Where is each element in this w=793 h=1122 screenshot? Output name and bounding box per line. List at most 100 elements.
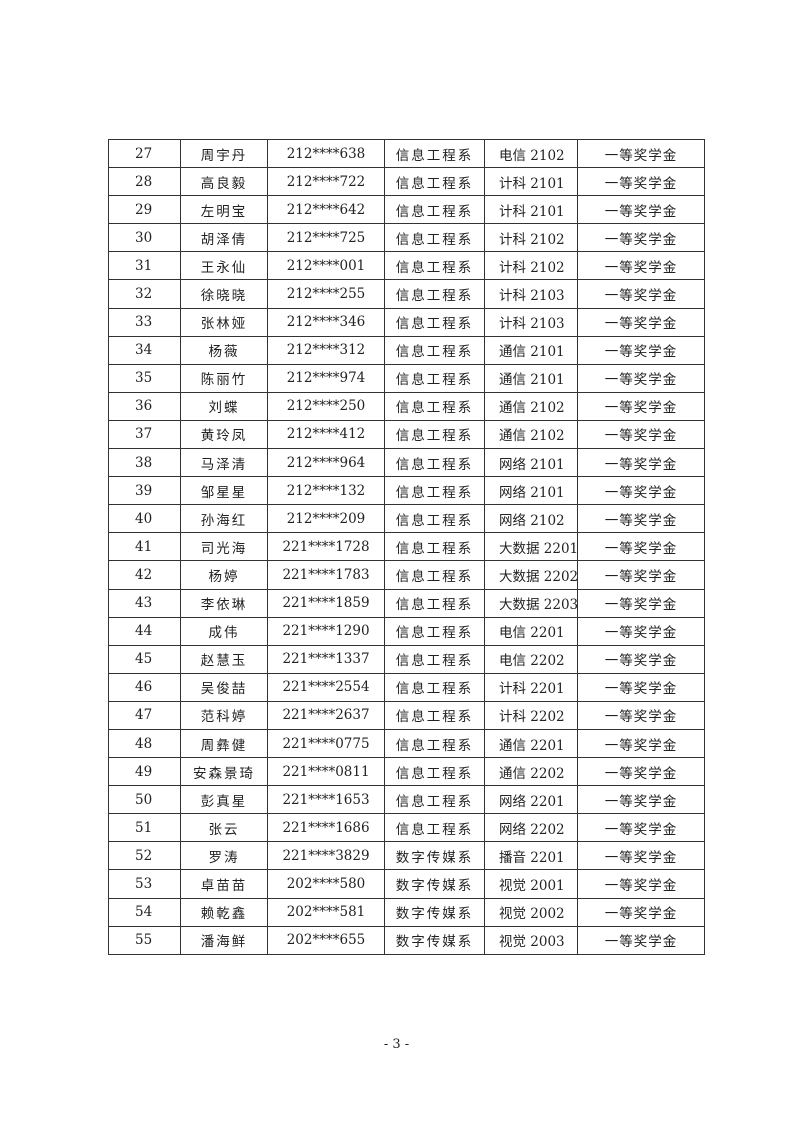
award-level: 一等奖学金 bbox=[577, 223, 705, 253]
class-name: 网络 2102 bbox=[484, 504, 578, 534]
row-number: 54 bbox=[108, 897, 181, 927]
department: 信息工程系 bbox=[384, 223, 485, 253]
row-number: 47 bbox=[108, 700, 181, 730]
table-row: 33 张林娅 212****346 信息工程系 计科 2103 一等奖学金 bbox=[108, 307, 705, 337]
award-level: 一等奖学金 bbox=[577, 504, 705, 534]
student-id: 221****1686 bbox=[267, 813, 385, 843]
student-id: 212****412 bbox=[267, 419, 385, 450]
class-name: 网络 2201 bbox=[484, 785, 578, 815]
row-number: 42 bbox=[108, 560, 181, 590]
student-id: 202****655 bbox=[267, 925, 385, 955]
student-name: 潘海鲜 bbox=[180, 925, 268, 955]
award-level: 一等奖学金 bbox=[577, 897, 705, 927]
table-row: 34 杨薇 212****312 信息工程系 通信 2101 一等奖学金 bbox=[108, 335, 705, 365]
department: 数字传媒系 bbox=[384, 869, 485, 899]
student-name: 彭真星 bbox=[180, 785, 268, 815]
row-number: 29 bbox=[108, 195, 181, 225]
award-level: 一等奖学金 bbox=[577, 785, 705, 815]
student-name: 王永仙 bbox=[180, 251, 268, 281]
table-row: 42 杨婷 221****1783 信息工程系 大数据 2202 一等奖学金 bbox=[108, 560, 705, 590]
row-number: 49 bbox=[108, 757, 181, 787]
department: 数字传媒系 bbox=[384, 925, 485, 955]
table-row: 36 刘蝶 212****250 信息工程系 通信 2102 一等奖学金 bbox=[108, 391, 705, 421]
row-number: 55 bbox=[108, 925, 181, 955]
department: 信息工程系 bbox=[384, 757, 485, 787]
award-level: 一等奖学金 bbox=[577, 167, 705, 197]
class-name: 计科 2101 bbox=[484, 167, 578, 197]
row-number: 46 bbox=[108, 672, 181, 702]
award-level: 一等奖学金 bbox=[577, 644, 705, 674]
student-id: 212****346 bbox=[267, 307, 385, 337]
student-name: 黄玲凤 bbox=[180, 419, 268, 450]
student-name: 李依琳 bbox=[180, 588, 268, 618]
class-name: 通信 2101 bbox=[484, 363, 578, 393]
class-name: 电信 2201 bbox=[484, 616, 578, 646]
student-name: 罗涛 bbox=[180, 841, 268, 871]
award-level: 一等奖学金 bbox=[577, 195, 705, 225]
award-level: 一等奖学金 bbox=[577, 532, 705, 562]
student-name: 成伟 bbox=[180, 616, 268, 646]
row-number: 45 bbox=[108, 644, 181, 674]
table-row: 51 张云 221****1686 信息工程系 网络 2202 一等奖学金 bbox=[108, 813, 705, 843]
award-level: 一等奖学金 bbox=[577, 476, 705, 506]
student-name: 安森景琦 bbox=[180, 757, 268, 787]
award-level: 一等奖学金 bbox=[577, 138, 705, 169]
department: 信息工程系 bbox=[384, 251, 485, 281]
student-name: 吴俊喆 bbox=[180, 672, 268, 702]
student-name: 刘蝶 bbox=[180, 391, 268, 421]
student-id: 221****2554 bbox=[267, 672, 385, 702]
student-id: 221****3829 bbox=[267, 841, 385, 871]
class-name: 计科 2101 bbox=[484, 195, 578, 225]
student-id: 212****250 bbox=[267, 391, 385, 421]
class-name: 计科 2202 bbox=[484, 700, 578, 730]
row-number: 31 bbox=[108, 251, 181, 281]
student-id: 212****255 bbox=[267, 279, 385, 309]
class-name: 通信 2102 bbox=[484, 419, 578, 450]
student-name: 徐晓晓 bbox=[180, 279, 268, 309]
student-id: 221****1337 bbox=[267, 644, 385, 674]
class-name: 计科 2102 bbox=[484, 251, 578, 281]
award-level: 一等奖学金 bbox=[577, 813, 705, 843]
award-level: 一等奖学金 bbox=[577, 757, 705, 787]
student-id: 221****2637 bbox=[267, 700, 385, 730]
table-row: 53 卓苗苗 202****580 数字传媒系 视觉 2001 一等奖学金 bbox=[108, 869, 705, 899]
class-name: 大数据 2201 bbox=[484, 532, 578, 562]
student-id: 212****964 bbox=[267, 448, 385, 478]
table-row: 46 吴俊喆 221****2554 信息工程系 计科 2201 一等奖学金 bbox=[108, 672, 705, 702]
row-number: 28 bbox=[108, 167, 181, 197]
row-number: 43 bbox=[108, 588, 181, 618]
table-row: 47 范科婷 221****2637 信息工程系 计科 2202 一等奖学金 bbox=[108, 700, 705, 730]
row-number: 48 bbox=[108, 728, 181, 759]
award-level: 一等奖学金 bbox=[577, 841, 705, 871]
student-id: 221****1728 bbox=[267, 532, 385, 562]
department: 信息工程系 bbox=[384, 448, 485, 478]
award-level: 一等奖学金 bbox=[577, 363, 705, 393]
award-level: 一等奖学金 bbox=[577, 672, 705, 702]
table-row: 45 赵慧玉 221****1337 信息工程系 电信 2202 一等奖学金 bbox=[108, 644, 705, 674]
department: 信息工程系 bbox=[384, 672, 485, 702]
student-name: 高良毅 bbox=[180, 167, 268, 197]
table-row: 44 成伟 221****1290 信息工程系 电信 2201 一等奖学金 bbox=[108, 616, 705, 646]
award-level: 一等奖学金 bbox=[577, 391, 705, 421]
row-number: 52 bbox=[108, 841, 181, 871]
table-row: 31 王永仙 212****001 信息工程系 计科 2102 一等奖学金 bbox=[108, 251, 705, 281]
student-id: 221****0811 bbox=[267, 757, 385, 787]
department: 信息工程系 bbox=[384, 195, 485, 225]
student-id: 212****974 bbox=[267, 363, 385, 393]
award-level: 一等奖学金 bbox=[577, 616, 705, 646]
department: 信息工程系 bbox=[384, 307, 485, 337]
table-row: 32 徐晓晓 212****255 信息工程系 计科 2103 一等奖学金 bbox=[108, 279, 705, 309]
student-name: 周宇丹 bbox=[180, 138, 268, 169]
department: 信息工程系 bbox=[384, 616, 485, 646]
student-name: 杨薇 bbox=[180, 335, 268, 365]
student-name: 卓苗苗 bbox=[180, 869, 268, 899]
student-name: 邹星星 bbox=[180, 476, 268, 506]
award-level: 一等奖学金 bbox=[577, 279, 705, 309]
class-name: 视觉 2001 bbox=[484, 869, 578, 899]
class-name: 网络 2101 bbox=[484, 448, 578, 478]
class-name: 视觉 2002 bbox=[484, 897, 578, 927]
row-number: 36 bbox=[108, 391, 181, 421]
table-row: 37 黄玲凤 212****412 信息工程系 通信 2102 一等奖学金 bbox=[108, 419, 705, 450]
student-id: 212****001 bbox=[267, 251, 385, 281]
department: 信息工程系 bbox=[384, 363, 485, 393]
